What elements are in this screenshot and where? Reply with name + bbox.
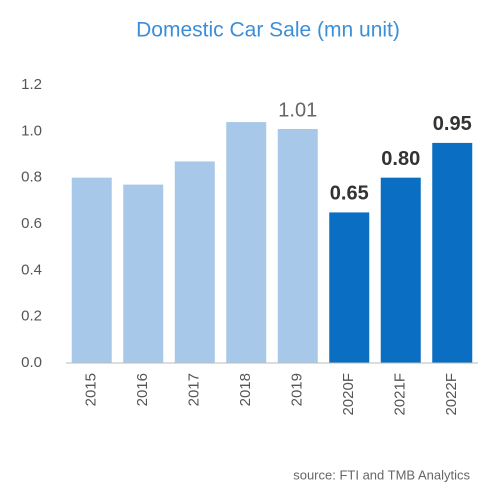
x-tick-label: 2017 [186, 373, 203, 406]
x-tick-label: 2021F [392, 373, 409, 416]
y-tick-label: 0.6 [21, 215, 42, 232]
bar [380, 177, 421, 363]
value-label: 0.80 [381, 148, 420, 170]
bar [123, 184, 164, 363]
chart-title: Domestic Car Sale (mn unit) [136, 19, 400, 42]
y-tick-label: 0.8 [21, 169, 42, 186]
y-tick-label: 1.2 [21, 76, 42, 93]
bar [174, 161, 215, 363]
x-tick-label: 2018 [237, 373, 254, 406]
y-tick-label: 0.4 [21, 261, 42, 278]
y-tick-label: 1.0 [21, 122, 42, 139]
source-note: source: FTI and TMB Analytics [293, 467, 470, 482]
y-tick-label: 0.0 [21, 354, 42, 371]
x-tick-label: 2019 [289, 373, 306, 406]
value-label: 0.65 [330, 183, 369, 205]
x-tick-label: 2022F [443, 373, 460, 416]
bar [226, 122, 267, 363]
x-tick-label: 2020F [340, 373, 357, 416]
value-label: 0.95 [433, 113, 472, 135]
bar [432, 142, 473, 363]
bar [277, 129, 318, 363]
x-tick-label: 2016 [134, 373, 151, 406]
y-tick-label: 0.2 [21, 308, 42, 325]
x-tick-label: 2015 [83, 373, 100, 406]
bar [71, 177, 112, 363]
bar [329, 212, 370, 363]
value-label: 1.01 [278, 99, 317, 121]
